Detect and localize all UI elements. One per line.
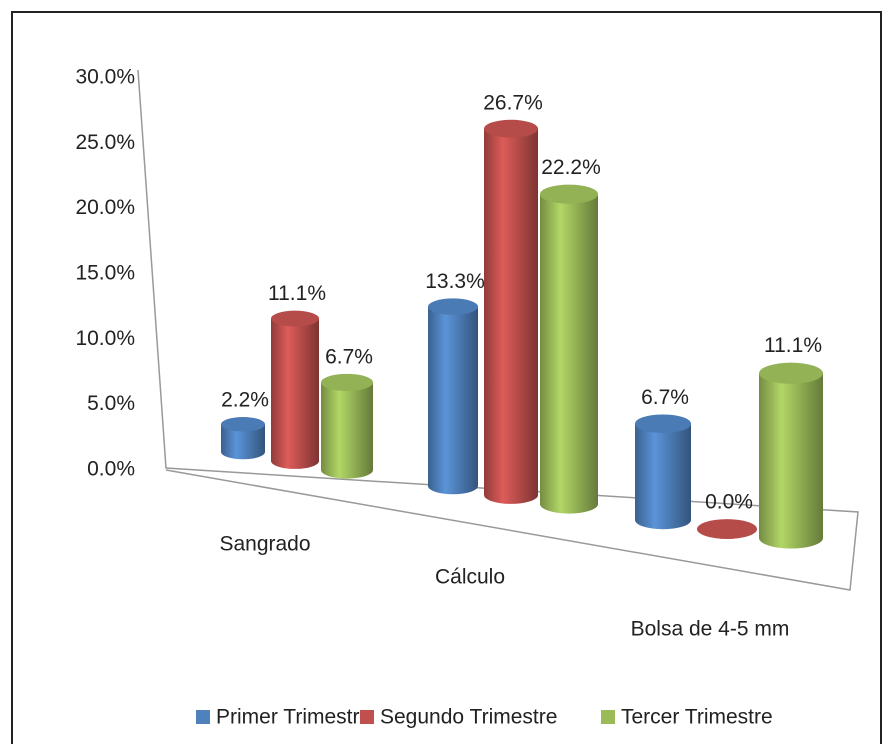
value-label: 13.3% [425,270,485,293]
bar-body [428,306,478,495]
value-label: 0.0% [705,491,753,514]
bar-top [221,417,265,432]
x-tick-label: Bolsa de 4-5 mm [631,618,790,641]
legend-label: Segundo Trimestre [380,706,557,729]
axis-walls [137,69,859,591]
y-tick-label: 20.0% [75,196,135,219]
bar-body [321,382,373,479]
bar-body [271,318,319,469]
y-tick-label: 15.0% [75,262,135,285]
bar-body [221,424,265,460]
bar-top [428,298,478,315]
bar-top [271,310,319,327]
y-tick-label: 0.0% [87,458,135,481]
value-label: 2.2% [221,389,269,412]
value-label: 22.2% [541,156,601,179]
y-tick-label: 5.0% [87,392,135,415]
value-label: 11.1% [268,282,326,305]
legend-swatch [196,710,210,724]
value-label: 26.7% [483,91,543,114]
x-tick-label: Cálculo [435,566,505,589]
bar-top [321,373,373,392]
bar-body [635,423,691,530]
legend-label: Primer Trimestre [216,706,371,729]
bar-top [635,414,691,433]
bar-top [484,119,538,138]
legend: Primer Trimestre Segundo Trimestre Tercer … [196,706,773,729]
y-tick-label: 30.0% [75,66,135,89]
legend-label: Tercer Trimestre [621,706,773,729]
legend-swatch [601,710,615,724]
bar-top [697,519,757,539]
value-label: 6.7% [641,386,689,409]
bar-body [540,194,598,514]
bar-top [759,362,823,384]
x-tick-label: Sangrado [219,533,310,556]
bar-body [759,373,823,549]
value-label: 11.1% [764,334,822,357]
legend-swatch [360,710,374,724]
bar-top [540,184,598,204]
y-tick-label: 10.0% [75,327,135,350]
value-label: 6.7% [325,345,373,368]
y-tick-label: 25.0% [75,131,135,154]
bar-body [484,128,538,504]
